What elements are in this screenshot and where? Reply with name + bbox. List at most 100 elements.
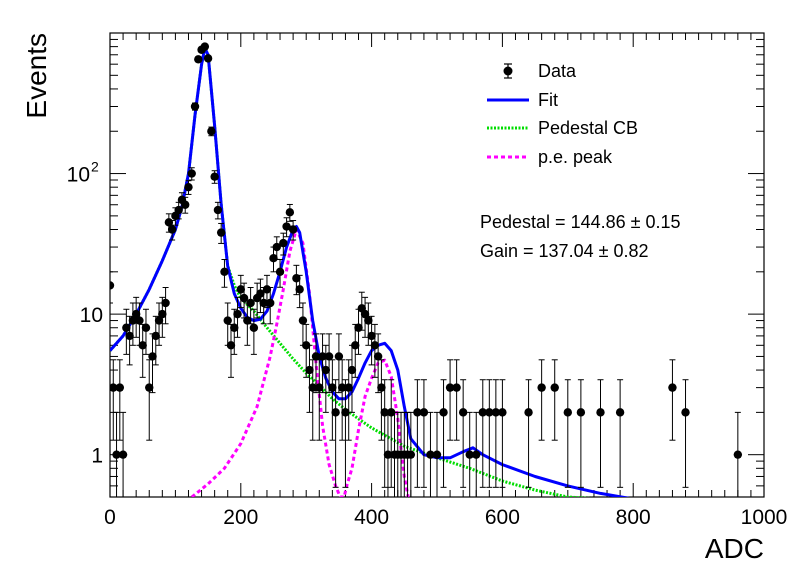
series-line-pe: [190, 228, 410, 497]
data-point: [243, 302, 252, 346]
data-point: [596, 379, 605, 488]
data-point-marker: [220, 267, 229, 277]
axis-ticks: [109, 33, 765, 498]
data-point: [167, 220, 177, 241]
data-point: [233, 296, 242, 338]
data-points-layer: [110, 42, 743, 497]
legend: Data Fit Pedestal CB p.e. peak: [487, 61, 638, 167]
data-point: [380, 379, 389, 488]
data-point: [131, 296, 141, 338]
data-point-marker: [135, 316, 144, 325]
data-point: [295, 274, 304, 309]
data-point-marker: [308, 383, 317, 392]
data-point: [406, 411, 416, 497]
data-point: [305, 344, 314, 413]
data-point: [194, 55, 203, 64]
data-point-marker: [226, 341, 236, 350]
data-point: [491, 379, 501, 488]
data-point-marker: [337, 383, 347, 392]
data-point-marker: [596, 408, 605, 417]
data-point-marker: [360, 309, 370, 319]
data-point: [138, 323, 147, 378]
y-tick-label: 10: [67, 164, 90, 187]
data-point: [426, 411, 435, 497]
data-point-marker: [275, 267, 285, 277]
data-point: [292, 264, 301, 296]
data-point: [154, 302, 164, 346]
data-point-marker: [305, 365, 314, 375]
annotation-pedestal: Pedestal = 144.86 ± 0.15: [480, 212, 681, 232]
data-point-marker: [233, 309, 242, 319]
data-point: [110, 359, 118, 441]
data-point: [458, 379, 468, 488]
data-point: [161, 287, 170, 325]
data-point-marker: [292, 274, 301, 283]
data-point-marker: [373, 352, 383, 361]
data-point-marker: [125, 331, 134, 341]
data-point-marker: [181, 200, 190, 209]
legend-entry-pedestal: Pedestal CB: [487, 118, 638, 138]
data-point-marker: [452, 383, 461, 392]
data-point-marker: [151, 331, 160, 341]
data-point-marker: [200, 42, 210, 51]
data-point-marker: [115, 383, 125, 392]
data-point-marker: [216, 228, 226, 237]
data-point-marker: [524, 408, 533, 417]
data-point: [203, 54, 213, 63]
data-point-marker: [498, 408, 507, 417]
data-point: [135, 302, 144, 346]
data-point-marker: [351, 341, 360, 350]
data-point: [668, 359, 677, 441]
data-point-marker: [563, 408, 572, 417]
data-point: [187, 167, 196, 181]
data-point-marker: [367, 331, 376, 341]
data-point-marker: [298, 316, 308, 325]
data-point: [285, 203, 295, 222]
data-point-marker: [383, 450, 393, 459]
data-point-marker: [223, 316, 232, 325]
data-point: [110, 271, 115, 304]
data-point-marker: [491, 408, 501, 417]
data-point: [200, 42, 210, 51]
legend-data-marker: [503, 66, 513, 76]
data-point-marker: [311, 352, 321, 361]
data-point: [216, 222, 226, 244]
data-point-marker: [230, 323, 239, 332]
data-point: [445, 359, 455, 441]
data-point: [288, 220, 298, 241]
data-point: [419, 379, 429, 488]
data-point: [370, 323, 380, 378]
annotation-gain-error: 0.82: [614, 241, 649, 261]
data-point-marker: [203, 54, 213, 63]
data-point-marker: [537, 383, 546, 392]
data-point-marker: [122, 323, 131, 332]
data-point-marker: [439, 408, 448, 417]
data-point: [230, 308, 239, 355]
data-point: [141, 308, 151, 355]
data-point-marker: [190, 102, 200, 111]
data-point: [681, 379, 690, 488]
annotation-gain: Gain = 137.04 ± 0.82: [480, 241, 649, 261]
data-point: [256, 278, 265, 314]
x-tick-label: 200: [223, 506, 258, 529]
data-point: [344, 359, 353, 441]
series-line-pedestal: [110, 46, 593, 497]
data-point-marker: [432, 450, 442, 459]
y-tick-label: 10: [80, 304, 103, 327]
data-point-marker: [485, 408, 494, 417]
data-point-marker: [550, 383, 559, 392]
data-point-marker: [187, 169, 196, 178]
annotation-pedestal-text: Pedestal = 144.86: [480, 212, 626, 232]
data-point: [615, 379, 625, 488]
data-point-marker: [576, 408, 586, 417]
data-point: [275, 258, 285, 288]
data-point: [125, 315, 134, 366]
data-point: [367, 315, 376, 366]
data-point: [112, 411, 121, 497]
data-point-marker: [110, 281, 115, 290]
data-point-marker: [207, 127, 216, 136]
data-point: [472, 411, 481, 497]
data-point: [485, 379, 494, 488]
data-point-marker: [259, 298, 268, 308]
